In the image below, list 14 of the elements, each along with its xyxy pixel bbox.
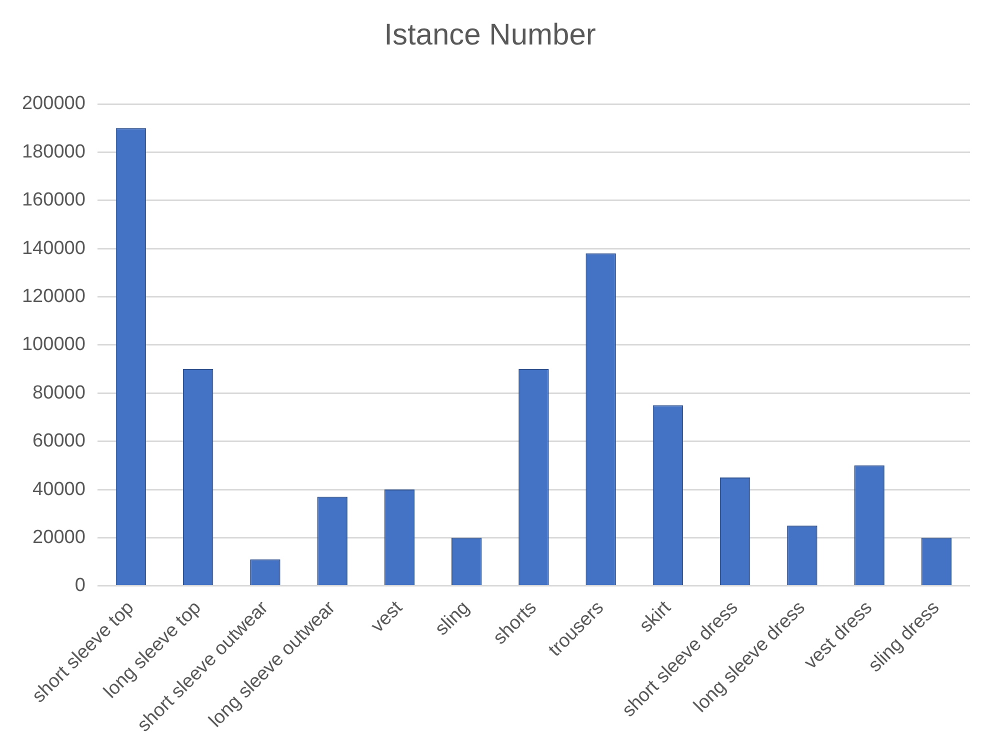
y-tick-label: 40000 [32, 478, 86, 500]
y-tick-label: 200000 [22, 93, 86, 114]
y-tick-label: 0 [74, 575, 86, 596]
y-tick-label: 60000 [32, 430, 86, 452]
x-tick-label: vest [367, 596, 408, 637]
x-tick-label: skirt [636, 596, 676, 637]
y-tick-label: 100000 [22, 334, 86, 356]
chart-title: Istance Number [384, 18, 596, 52]
y-tick-label: 160000 [22, 190, 86, 211]
y-tick-label: 120000 [22, 286, 86, 307]
y-tick-label: 180000 [22, 141, 86, 162]
y-tick-label: 20000 [32, 526, 86, 548]
y-tick-label: 80000 [32, 382, 86, 404]
y-tick-label: 140000 [22, 238, 86, 259]
